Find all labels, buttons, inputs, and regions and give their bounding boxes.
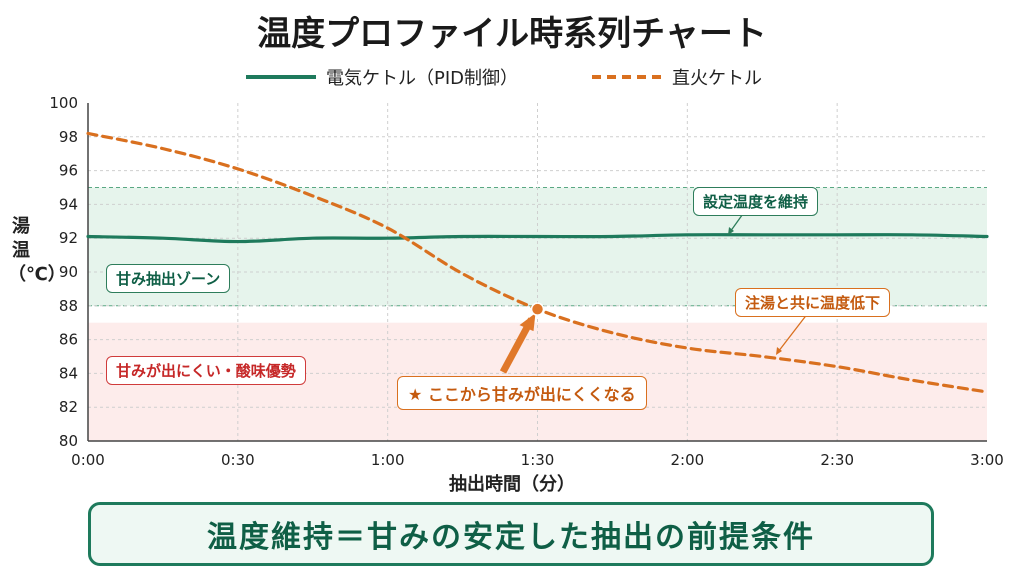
star-icon: ★ [408, 385, 423, 404]
x-tick-label: 3:00 [970, 451, 1004, 469]
annotation-sweetness-text: ここから甘みが出にくくなる [427, 385, 636, 404]
x-tick-label: 2:30 [820, 451, 854, 469]
y-tick-label: 86 [59, 331, 78, 349]
footer-text: 温度維持＝甘みの安定した抽出の前提条件 [207, 520, 815, 555]
legend-label-direct-fire: 直火ケトル [672, 68, 762, 89]
y-tick-label: 84 [59, 364, 78, 382]
x-tick-label: 2:00 [670, 451, 704, 469]
chart-title: 温度プロファイル時系列チャート [257, 14, 767, 54]
x-tick-label: 1:00 [371, 451, 405, 469]
footer-banner: 温度維持＝甘みの安定した抽出の前提条件 [88, 502, 934, 566]
annotation-setpoint: 設定温度を維持 [693, 187, 819, 216]
y-tick-label: 88 [59, 297, 78, 315]
legend-line-dashed [592, 75, 662, 79]
legend-item-electric: 電気ケトル（PID制御） [246, 64, 518, 90]
y-tick-label: 94 [59, 195, 78, 213]
legend-label-electric: 電気ケトル（PID制御） [326, 68, 519, 89]
band-label-sweet-zone: 甘み抽出ゾーン [106, 264, 231, 293]
y-tick-label: 90 [59, 263, 78, 281]
threshold-point-marker [530, 302, 545, 316]
x-tick-label: 0:00 [71, 451, 105, 469]
temp-drop-leader-arrowhead [776, 347, 782, 355]
x-tick-label: 0:30 [221, 451, 255, 469]
y-tick-label: 92 [59, 229, 78, 247]
legend-line-solid [246, 75, 316, 79]
temp-drop-leader-line [777, 312, 809, 353]
chart-area: 80 82 84 86 88 90 92 94 96 98 100 0:00 0:30 1:00 1:30 2… [49, 94, 1004, 469]
annotation-sweetness-threshold: ★ ここから甘みが出にくくなる [397, 376, 647, 410]
y-tick-label: 96 [59, 162, 78, 180]
y-axis-label: 湯温（℃） [8, 216, 66, 285]
band-label-sour-zone: 甘みが出にくい・酸味優勢 [106, 356, 306, 385]
y-tick-label: 98 [59, 128, 78, 146]
threshold-arrow-head [519, 313, 536, 332]
y-tick-label: 82 [59, 398, 78, 416]
x-axis-label: 抽出時間（分） [449, 474, 575, 495]
y-tick-label: 100 [49, 94, 78, 112]
setpoint-leader-arrowhead [728, 227, 734, 235]
series-line-electric [86, 233, 989, 244]
y-tick-label: 80 [59, 432, 78, 450]
x-tick-label: 1:30 [521, 451, 555, 469]
annotation-temp-drop: 注湯と共に温度低下 [735, 288, 891, 317]
legend-item-direct-fire: 直火ケトル [592, 64, 762, 90]
